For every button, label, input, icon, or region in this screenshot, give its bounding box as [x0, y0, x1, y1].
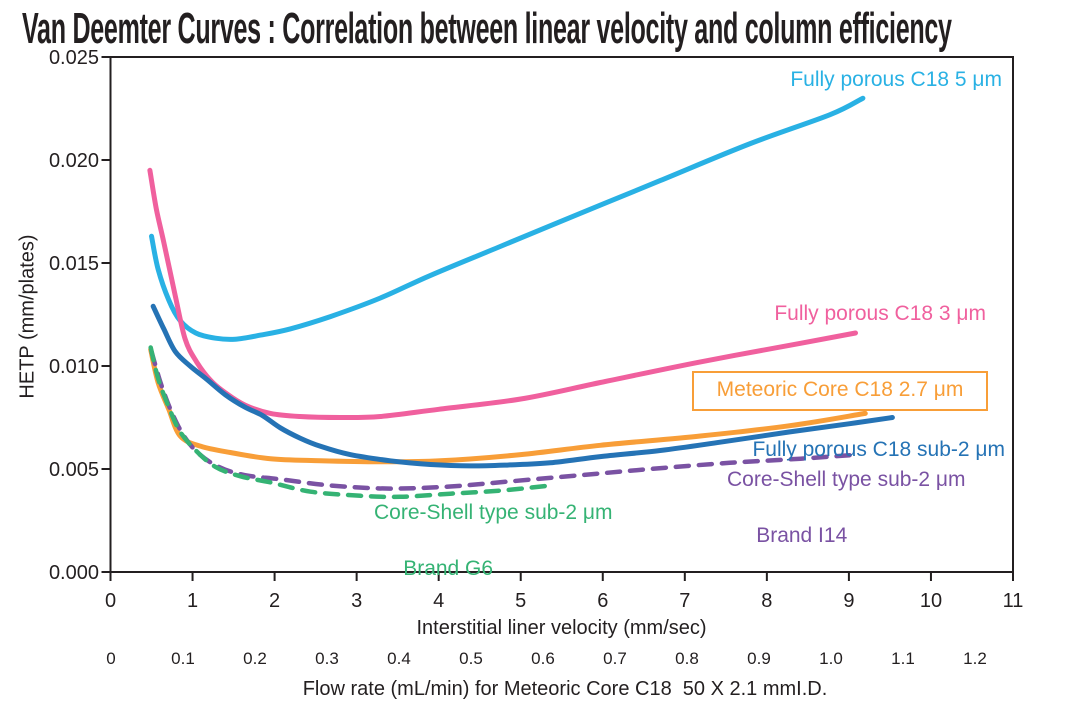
series-label-line1: Core-Shell type sub-2 μm — [374, 501, 613, 524]
x-tick-label: 3 — [351, 590, 362, 612]
y-axis-title: HETP (mm/plates) — [16, 234, 39, 399]
flow-tick-label: 0.7 — [603, 649, 627, 668]
x-tick-label: 6 — [597, 590, 608, 612]
series-label-fully-porous-c18-sub2um: Fully porous C18 sub-2 μm — [752, 438, 1005, 461]
flow-tick-label: 0.6 — [531, 649, 555, 668]
flow-tick-label: 1.2 — [963, 649, 987, 668]
y-tick-label: 0.005 — [49, 459, 99, 481]
x-tick-label: 8 — [761, 590, 772, 612]
curve-fully-porous-c18-sub2um — [150, 303, 895, 469]
x-tick-label: 7 — [679, 590, 690, 612]
flow-tick-label: 0 — [106, 649, 115, 668]
flow-tick-label: 0.2 — [243, 649, 267, 668]
flow-tick-label: 1.1 — [891, 649, 915, 668]
series-label-core-shell-brand-g6: Core-Shell type sub-2 μm Brand G6 — [374, 499, 674, 583]
x-tick-label: 9 — [843, 590, 854, 612]
x-tick-label: 1 — [187, 590, 198, 612]
curve-core-shell-sub2um-brand-i14 — [149, 349, 861, 491]
flow-tick-label: 0.9 — [747, 649, 771, 668]
curve-core-shell-sub2um-brand-g6 — [148, 345, 553, 500]
y-tick-label: 0.025 — [49, 47, 99, 69]
flow-axis-title: Flow rate (mL/min) for Meteoric Core C18… — [302, 678, 828, 700]
curve-fully-porous-c18-3um — [147, 167, 858, 421]
flow-tick-label: 0.3 — [315, 649, 339, 668]
x-tick-label: 10 — [920, 590, 942, 612]
series-label-fully-porous-c18-3um: Fully porous C18 3 μm — [774, 302, 986, 325]
x-tick-label: 11 — [1003, 590, 1024, 612]
x-axis-title: Interstitial liner velocity (mm/sec) — [416, 617, 707, 639]
plot-frame — [109, 56, 1014, 573]
flow-tick-label: 0.8 — [675, 649, 699, 668]
series-label-core-shell-brand-i14: Core-Shell type sub-2 μm Brand I14 — [727, 466, 1027, 550]
x-tick-label: 4 — [433, 590, 444, 612]
chart-title: Van Deemter Curves : Correlation between… — [22, 4, 952, 53]
series-label-line1: Core-Shell type sub-2 μm — [727, 468, 966, 491]
y-tick-label: 0.015 — [49, 253, 99, 275]
x-tick-label: 5 — [515, 590, 526, 612]
series-label-meteoric-core-c18-27um: Meteoric Core C18 2.7 μm — [692, 371, 988, 411]
series-label-fully-porous-c18-5um: Fully porous C18 5 μm — [790, 68, 1002, 91]
x-tick-label: 2 — [269, 590, 280, 612]
y-tick-label: 0.010 — [49, 356, 99, 378]
y-tick-label: 0.020 — [49, 150, 99, 172]
y-tick-label: 0.000 — [49, 562, 99, 584]
flow-tick-label: 0.4 — [387, 649, 411, 668]
flow-tick-label: 0.1 — [171, 649, 195, 668]
series-label-line2: Brand I14 — [756, 524, 848, 547]
flow-tick-label: 1.0 — [819, 649, 843, 668]
series-label-line2: Brand G6 — [403, 557, 494, 580]
flow-tick-label: 0.5 — [459, 649, 483, 668]
x-tick-label: 0 — [105, 590, 116, 612]
